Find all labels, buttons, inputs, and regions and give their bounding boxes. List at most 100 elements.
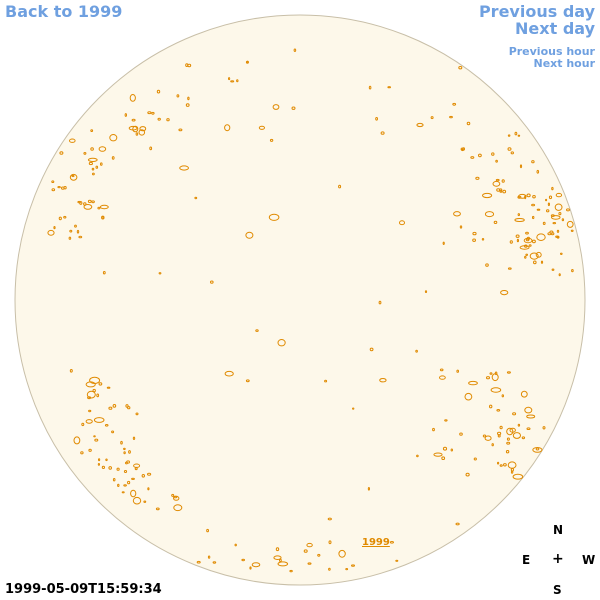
- contour-spot: [547, 232, 552, 236]
- compass-east: E: [522, 553, 531, 567]
- next-hour-link[interactable]: Next hour: [533, 57, 596, 70]
- contour-spot: [109, 134, 118, 142]
- contour-spot: [512, 473, 524, 480]
- contour-spot: [307, 562, 312, 565]
- contour-spot: [529, 252, 539, 260]
- contour-spot: [493, 220, 498, 224]
- contour-spot: [123, 447, 126, 451]
- contour-spot: [432, 427, 435, 432]
- contour-spot: [116, 467, 120, 471]
- contour-spot: [416, 122, 424, 128]
- contour-spot: [100, 162, 103, 166]
- contour-spot: [453, 211, 461, 217]
- contour-spot: [368, 85, 372, 90]
- contour-spot: [83, 202, 87, 206]
- contour-spot: [531, 203, 536, 207]
- contour-spot: [108, 406, 113, 410]
- contour-spot: [93, 417, 105, 423]
- contour-spot: [524, 406, 533, 414]
- year-link[interactable]: 1999: [362, 537, 390, 548]
- contour-spot: [104, 424, 109, 427]
- contour-spot: [73, 436, 81, 445]
- contour-spot: [95, 165, 99, 169]
- contour-spot: [277, 561, 289, 567]
- contour-spot: [468, 380, 478, 386]
- contour-spot: [187, 96, 190, 101]
- contour-spot: [499, 464, 503, 467]
- contour-spot: [489, 404, 493, 409]
- contour-spot: [317, 553, 321, 557]
- contour-spot: [556, 235, 560, 239]
- contour-spot: [369, 347, 374, 352]
- contour-spot: [519, 164, 523, 169]
- contour-spot: [194, 196, 198, 200]
- contour-spot: [485, 263, 489, 267]
- contour-spot: [269, 138, 274, 142]
- contour-spot: [101, 216, 105, 220]
- contour-spot: [536, 169, 540, 174]
- contour-spot: [566, 208, 570, 212]
- contour-spot: [246, 60, 249, 64]
- contour-spot: [80, 451, 84, 455]
- contour-spot: [554, 203, 563, 211]
- back-to-year-link[interactable]: Back to 1999: [5, 2, 123, 21]
- contour-spot: [507, 267, 512, 270]
- contour-spot: [268, 213, 280, 221]
- contour-spot: [507, 134, 511, 137]
- contour-spot: [558, 212, 562, 216]
- contour-spot: [551, 215, 561, 220]
- contour-spot: [111, 156, 115, 160]
- contour-spot: [528, 244, 532, 247]
- contour-spot: [156, 89, 161, 94]
- contour-spot: [552, 222, 557, 225]
- contour-spot: [532, 215, 535, 220]
- contour-spot: [473, 457, 477, 461]
- contour-spot: [462, 147, 466, 151]
- contour-spot: [228, 77, 231, 81]
- previous-hour-link[interactable]: Previous hour: [508, 45, 595, 58]
- contour-spot: [123, 451, 126, 455]
- contour-spot: [561, 218, 565, 222]
- contour-spot: [123, 484, 127, 487]
- contour-spot: [535, 251, 542, 258]
- previous-day-link[interactable]: Previous day: [478, 2, 595, 21]
- contour-spot: [535, 447, 540, 451]
- contour-spot: [89, 376, 101, 384]
- contour-spot: [135, 412, 139, 416]
- contour-spot: [272, 104, 280, 110]
- contour-spot: [327, 517, 332, 521]
- compass-center: +: [552, 551, 564, 567]
- contour-spot: [127, 406, 131, 410]
- contour-spot: [178, 128, 183, 132]
- contour-spot: [525, 253, 529, 257]
- contour-spot: [53, 226, 56, 230]
- contour-spot: [430, 116, 434, 120]
- contour-spot: [491, 152, 495, 156]
- contour-spot: [524, 244, 528, 248]
- contour-spot: [345, 568, 349, 571]
- contour-spot: [94, 438, 99, 442]
- contour-spot: [92, 172, 95, 176]
- contour-spot: [517, 134, 521, 137]
- contour-spot: [99, 204, 109, 210]
- contour-spot: [224, 124, 231, 132]
- contour-spot: [481, 238, 485, 241]
- contour-spot: [83, 152, 87, 155]
- contour-spot: [206, 528, 210, 533]
- next-day-link[interactable]: Next day: [515, 19, 595, 38]
- contour-spot: [542, 221, 546, 225]
- contour-spot: [108, 466, 112, 470]
- contour-spot: [121, 491, 125, 494]
- contour-spot: [123, 470, 128, 473]
- contour-spot: [514, 131, 518, 136]
- contour-spot: [444, 419, 448, 422]
- contour-spot: [500, 290, 509, 296]
- contour-spot: [69, 229, 73, 233]
- contour-spot: [124, 113, 128, 117]
- contour-spot: [441, 456, 446, 461]
- compass-west: W: [582, 553, 596, 567]
- contour-spot: [132, 436, 136, 440]
- contour-spot: [546, 209, 550, 213]
- contour-spot: [69, 173, 78, 181]
- contour-spot: [524, 255, 527, 259]
